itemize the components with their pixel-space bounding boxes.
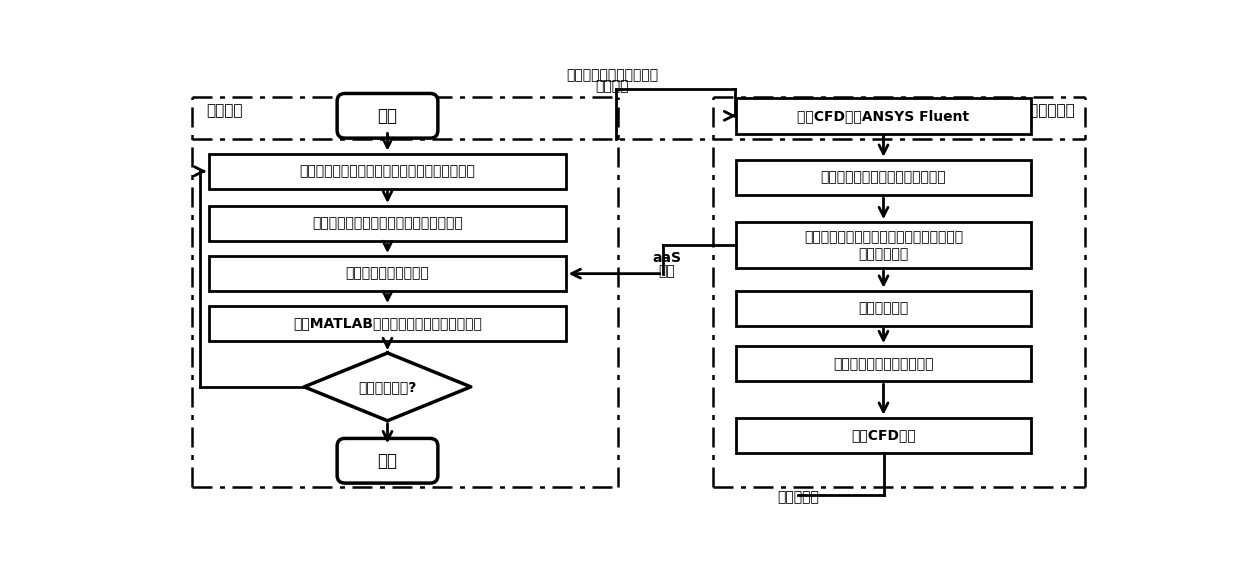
Text: 孔隙率、孔径、入口流速: 孔隙率、孔径、入口流速: [567, 68, 658, 82]
Text: 开始: 开始: [377, 107, 398, 125]
Text: 求解收敛、计算吸热器效率: 求解收敛、计算吸热器效率: [833, 357, 934, 371]
FancyBboxPatch shape: [737, 160, 1030, 195]
Text: 结束: 结束: [377, 452, 398, 470]
Text: 计算流体力学: 计算流体力学: [1021, 103, 1075, 118]
Text: 修正系数: 修正系数: [595, 79, 629, 93]
Text: 遗传算法: 遗传算法: [207, 103, 243, 118]
Text: 计算吸热器的反射、透射损失和修正系数: 计算吸热器的反射、透射损失和修正系数: [312, 216, 463, 231]
Text: 暂停CFD程序: 暂停CFD程序: [851, 429, 916, 443]
Text: 求解控制方程: 求解控制方程: [858, 301, 909, 316]
Text: 根据吸热器结构参数计算流动换热经验参数: 根据吸热器结构参数计算流动换热经验参数: [804, 230, 963, 244]
Text: 利用MATLAB遗传算法工具箱进行遗传操作: 利用MATLAB遗传算法工具箱进行遗传操作: [293, 317, 482, 331]
FancyBboxPatch shape: [210, 206, 565, 241]
Text: 初始化或更新吸热器的孔隙率、孔径和入口流速: 初始化或更新吸热器的孔隙率、孔径和入口流速: [300, 164, 475, 178]
Text: aaS: aaS: [652, 251, 681, 265]
Text: 优化算法收敛?: 优化算法收敛?: [358, 380, 417, 394]
FancyBboxPatch shape: [737, 98, 1030, 133]
FancyBboxPatch shape: [210, 154, 565, 189]
FancyBboxPatch shape: [210, 256, 565, 291]
FancyBboxPatch shape: [737, 222, 1030, 269]
Text: 评价当前吸热器的性能: 评价当前吸热器的性能: [346, 267, 429, 281]
Text: 吸热器效率: 吸热器效率: [777, 490, 820, 504]
FancyBboxPatch shape: [737, 418, 1030, 453]
FancyBboxPatch shape: [210, 306, 565, 342]
FancyBboxPatch shape: [337, 438, 438, 483]
Text: 设置边界条件: 设置边界条件: [858, 248, 909, 262]
FancyBboxPatch shape: [737, 291, 1030, 326]
Polygon shape: [304, 353, 471, 420]
Text: 调用CFD软件ANSYS Fluent: 调用CFD软件ANSYS Fluent: [797, 109, 970, 123]
Text: 确定太阳辐射在吸热器内部的分布: 确定太阳辐射在吸热器内部的分布: [821, 171, 946, 184]
Text: 模式: 模式: [658, 264, 675, 278]
FancyBboxPatch shape: [337, 93, 438, 138]
FancyBboxPatch shape: [737, 346, 1030, 382]
